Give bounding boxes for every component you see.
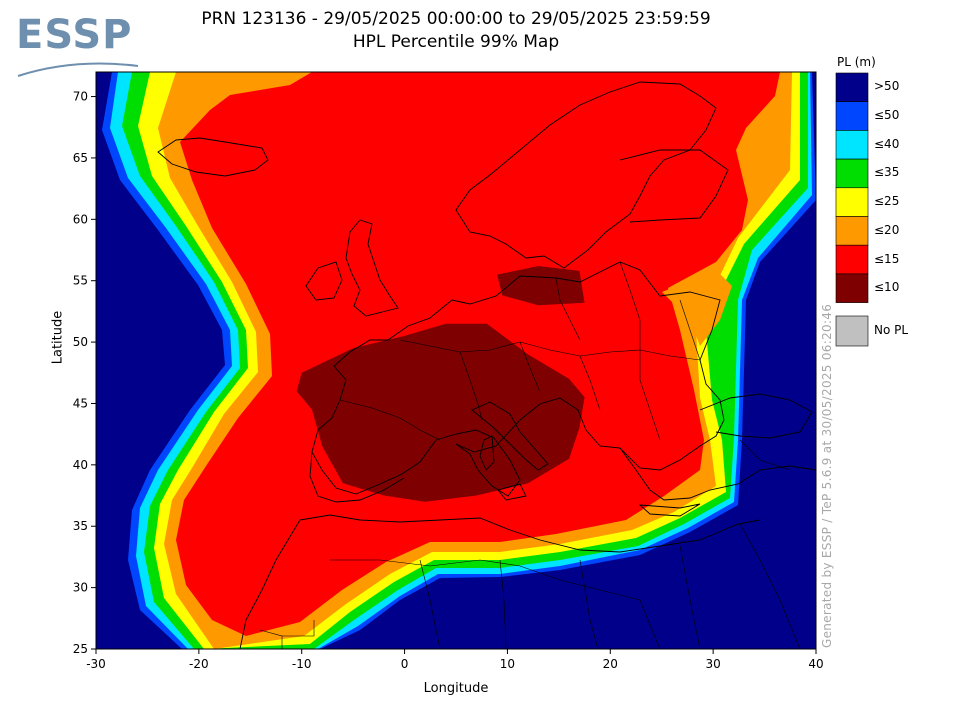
legend-swatch [835,187,869,217]
y-tick-label: 30 [73,581,88,595]
legend-swatch [835,72,869,103]
legend-nopl-label: No PL [874,323,909,337]
map-subtitle: HPL Percentile 99% Map [352,32,560,52]
legend-item-label: ≤15 [874,251,900,266]
legend-item-label: ≤25 [874,194,900,209]
y-tick-label: 70 [73,90,88,104]
plot-frame [95,71,817,650]
x-tick-label: 30 [706,657,721,671]
y-tick-label: 50 [73,335,88,349]
essp-logo [14,14,144,82]
y-tick-label: 40 [73,458,88,472]
coastlines [157,81,816,649]
y-tick-label: 35 [73,519,88,533]
x-tick-label: -30 [86,657,106,671]
legend-swatch [835,244,869,275]
x-tick-label: -20 [189,657,209,671]
y-tick-label: 25 [73,642,88,656]
x-tick-label: 40 [808,657,823,671]
generated-credit: Generated by ESSP / TeP 5.6.9 at 30/05/2… [820,303,834,648]
y-tick-label: 55 [73,274,88,288]
zone-le10-north [497,266,585,306]
legend-boxes [835,72,869,347]
legend-swatch [835,273,869,303]
legend-item-label: >50 [874,79,900,94]
legend-item-label: ≤50 [874,108,900,123]
zone-le10-central [296,323,585,502]
legend-item-label: ≤40 [874,136,900,151]
zone-le20-east [662,270,732,346]
y-tick-label: 65 [73,151,88,165]
y-axis-label: Latitude [50,310,66,365]
y-tick-label: 60 [73,212,88,226]
y-tick-label: 45 [73,396,88,410]
legend-swatch [835,216,869,246]
map-plot-area [96,72,816,649]
axis-ticks: -30 -20 -10 0 10 20 30 40 25 30 35 40 45 50 55 60 65 70 [73,90,824,671]
legend-item-label: ≤10 [874,280,900,295]
legend-swatch [835,158,869,189]
x-tick-label: -10 [292,657,312,671]
x-tick-label: 20 [603,657,618,671]
legend-swatch [835,101,869,131]
legend-nopl-swatch [835,315,869,347]
legend-swatch [835,130,869,160]
map-title: PRN 123136 - 29/05/2025 00:00:00 to 29/0… [201,9,711,29]
legend-item-label: ≤35 [874,165,900,180]
legend-item-label: ≤20 [874,222,900,237]
logo-swoosh-icon [17,62,139,77]
logo-text: ESSP [16,12,133,58]
x-tick-label: 0 [401,657,409,671]
x-tick-label: 10 [500,657,515,671]
legend-title: PL (m) [837,55,876,69]
x-axis-label: Longitude [423,681,489,696]
